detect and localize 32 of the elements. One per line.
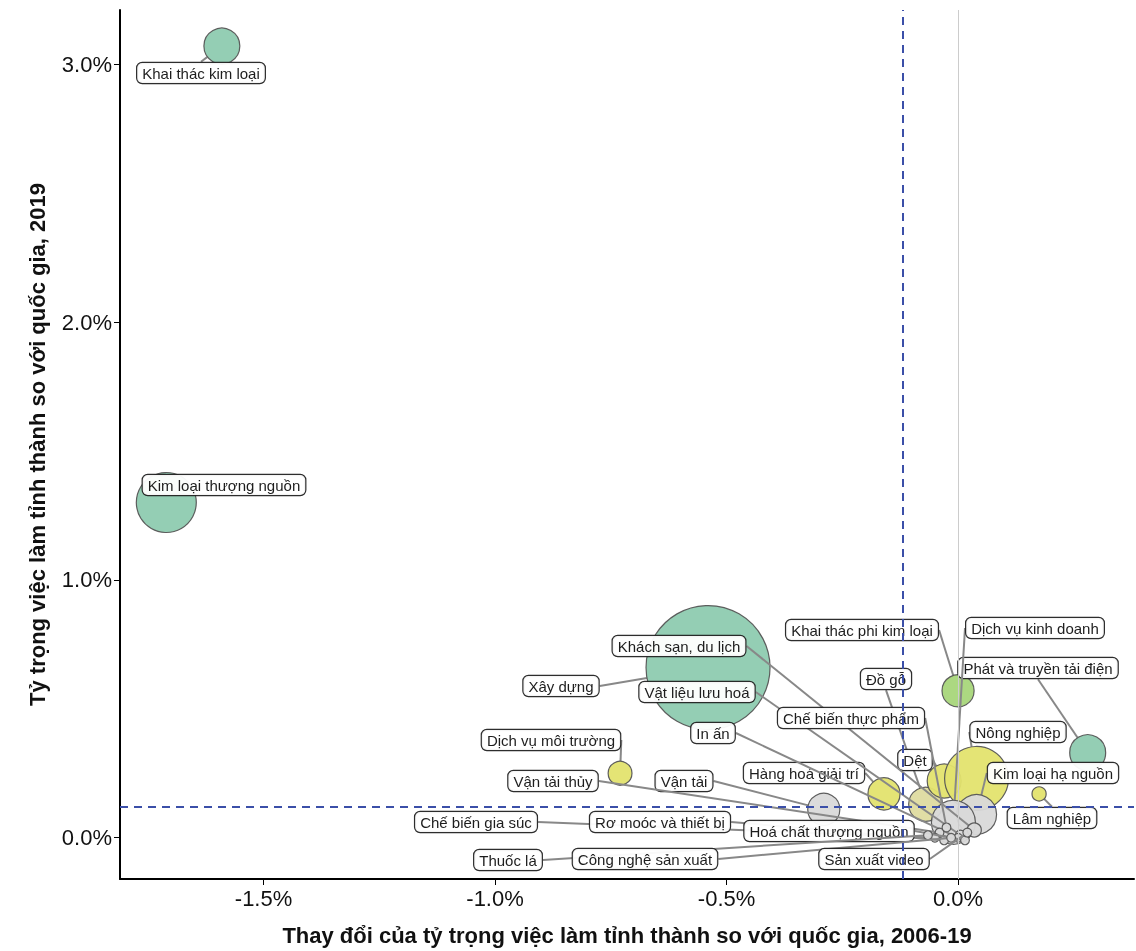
y-tick-label: 0.0%: [61, 825, 112, 851]
x-tick-label: -1.0%: [466, 885, 524, 911]
x-tick-label: -1.5%: [234, 885, 293, 911]
y-tick-label: 1.0%: [61, 567, 112, 593]
text: Thuốc lá: [479, 851, 538, 869]
text: Dịch vụ kinh doanh: [971, 619, 1099, 637]
series-label: Kim loại hạ nguồn: [992, 764, 1114, 782]
x-tick-label: -0.5%: [697, 885, 756, 911]
text: Rơ moóc và thiết bị: [595, 813, 725, 831]
text: Vận tải: [660, 772, 708, 790]
y-tick-label: 3.0%: [61, 51, 112, 77]
series-label: Kim loại thượng nguồn: [147, 476, 301, 494]
series-label: Khai thác kim loại: [142, 64, 260, 82]
text: Khai thác phi kim loại: [791, 621, 933, 639]
text: Công nghệ sản xuất: [577, 850, 713, 868]
text: Vận tải thủy: [513, 772, 594, 790]
text: Khách sạn, du lịch: [617, 637, 741, 655]
text: Xây dựng: [528, 677, 594, 695]
series-label: Nông nghiệp: [975, 723, 1061, 741]
x-axis-title: Thay đổi của tỷ trọng việc làm tỉnh thành so với quốc gia, 2006-19: [282, 922, 972, 948]
text: In ấn: [696, 724, 730, 742]
text: Sản xuất video: [824, 850, 924, 868]
text: Phát và truyền tải điện: [963, 659, 1113, 677]
text: Chế biến thực phẩm: [783, 709, 919, 727]
series-label: Lâm nghiệp: [1012, 809, 1092, 827]
series-label: Dệt: [903, 751, 928, 769]
text: Chế biến gia súc: [420, 813, 533, 831]
text: Vật liệu lưu hoá: [644, 683, 751, 701]
y-axis-title: Tỷ trọng việc làm tỉnh thành so với quốc gia, 2019: [24, 183, 50, 706]
x-tick-label: 0.0%: [932, 885, 984, 911]
y-tick-label: 2.0%: [61, 309, 112, 335]
series-label: Dịch vụ môi trường: [486, 731, 616, 749]
